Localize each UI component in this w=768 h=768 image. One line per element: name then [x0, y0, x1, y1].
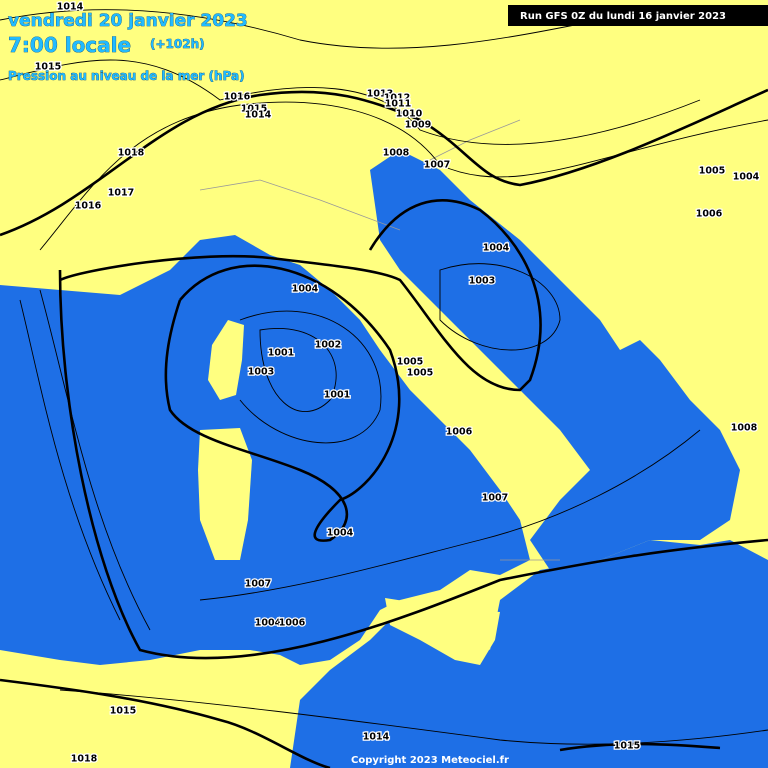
isobar-label: 1015 — [241, 104, 267, 115]
isobar-label: 1006 — [446, 427, 473, 438]
isobar-label: 1003 — [469, 276, 495, 287]
date-title: vendredi 20 janvier 2023 — [8, 11, 248, 31]
isobar-label: 1009 — [405, 120, 431, 131]
isobar-label: 1012 — [384, 93, 410, 104]
isobar-label: 1018 — [71, 754, 98, 765]
copyright: Copyright 2023 Meteociel.fr — [351, 755, 509, 766]
isobar-label: 1014 — [245, 110, 272, 121]
isobar-label: 1015 — [110, 706, 136, 717]
isobar-label: 1014 — [57, 2, 84, 13]
subtitle: Pression au niveau de la mer (hPa) — [8, 69, 245, 83]
sea — [0, 150, 768, 768]
isobar-label: 1003 — [248, 367, 274, 378]
isobar-label: 1006 — [279, 618, 306, 629]
isobar-label: 1004 — [255, 618, 282, 629]
isobar-label: 1008 — [383, 148, 410, 159]
isobar-label: 1010 — [396, 109, 423, 120]
borders — [199, 119, 560, 561]
isobars — [0, 9, 768, 768]
isobar-label: 1011 — [385, 99, 411, 110]
isobar-label: 1006 — [696, 209, 723, 220]
isobar-label: 1004 — [292, 284, 319, 295]
islands — [198, 320, 500, 665]
isobar-label: 1016 — [224, 92, 251, 103]
isobar-label: 1015 — [35, 62, 61, 73]
isobar-label: 1004 — [483, 243, 510, 254]
isobar-label: 1004 — [733, 172, 760, 183]
run-info: Run GFS 0Z du lundi 16 janvier 2023 — [520, 11, 726, 22]
isobar-labels: 1014101510161015101410181017101610131012… — [34, 0, 761, 766]
isobar-label: 1001 — [268, 348, 294, 359]
isobar-label: 1015 — [614, 741, 640, 752]
isobar-label: 1002 — [315, 340, 341, 351]
isobar-label: 1001 — [324, 390, 350, 401]
isobar-label: 1008 — [731, 423, 758, 434]
isobar-label: 1017 — [108, 188, 134, 199]
isobar-label: 1013 — [367, 89, 393, 100]
lead-time: (+102h) — [150, 37, 205, 51]
isobar-label: 1018 — [118, 148, 145, 159]
run-box — [508, 5, 768, 26]
isobar-label: 1004 — [327, 528, 354, 539]
isobar-label: 1014 — [363, 732, 390, 743]
isobar-label: 1007 — [482, 493, 508, 504]
isobar-label: 1005 — [397, 357, 423, 368]
isobar-label: 1005 — [699, 166, 725, 177]
isobar-label: 1007 — [424, 160, 450, 171]
isobar-label: 1007 — [245, 579, 271, 590]
time-title: 7:00 locale — [8, 33, 131, 57]
isobar-label: 1005 — [407, 368, 433, 379]
isobar-label: 1016 — [75, 201, 102, 212]
